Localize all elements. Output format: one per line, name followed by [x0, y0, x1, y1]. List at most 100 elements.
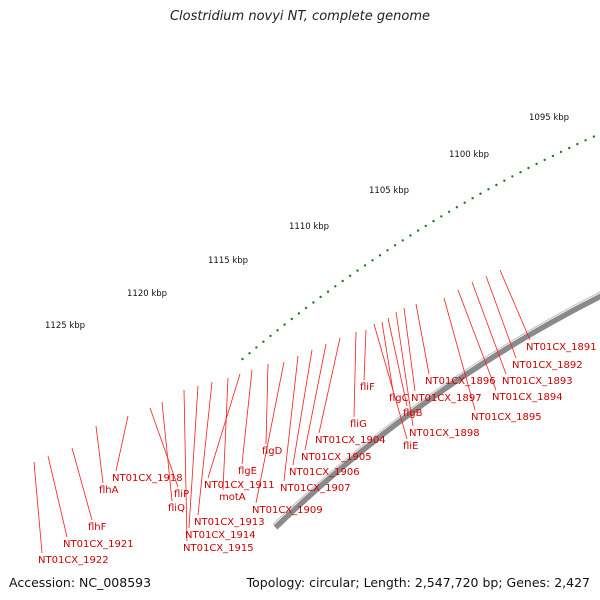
scale-dot: [393, 244, 397, 247]
label-leader-line: [161, 401, 173, 502]
scale-dot: [283, 323, 286, 326]
label-leader-line: [265, 363, 269, 445]
gene-label: NT01CX_1909: [252, 505, 323, 516]
label-leader-line: [381, 321, 394, 392]
scale-dot: [519, 171, 522, 174]
scale-dot: [584, 139, 587, 142]
scale-label: 1100 kbp: [449, 150, 489, 160]
scale-dot: [319, 295, 322, 299]
label-leader-line: [115, 415, 129, 472]
backbone-layer: [272, 291, 600, 530]
scale-label: 1125 kbp: [45, 321, 85, 331]
scale-dot: [356, 269, 359, 272]
gene-label: motA: [219, 492, 246, 503]
scale-dot: [440, 215, 443, 218]
scale-dot: [363, 264, 367, 267]
label-leader-line: [415, 303, 430, 375]
label-leader-line: [183, 389, 188, 542]
gene-label: NT01CX_1904: [315, 435, 386, 446]
gene-label: NT01CX_1913: [194, 517, 265, 528]
gene-label: flgE: [238, 466, 257, 477]
gene-label: NT01CX_1891: [526, 342, 597, 353]
label-leader-line: [222, 377, 229, 491]
scale-label: 1095 kbp: [529, 113, 569, 123]
label-leader-line: [443, 297, 476, 411]
gene-label: NT01CX_1892: [512, 360, 583, 371]
label-leader-line: [471, 281, 507, 375]
scale-dot: [455, 206, 459, 209]
scale-dot: [269, 334, 272, 338]
label-leader-line: [304, 343, 327, 451]
scale-dot: [568, 146, 571, 150]
gene-label: NT01CX_1918: [112, 473, 183, 484]
scale-dot: [304, 306, 308, 310]
gene-label: NT01CX_1921: [63, 539, 134, 550]
gene-label: NT01CX_1907: [280, 483, 351, 494]
gene-label: fliF: [360, 382, 375, 393]
label-leader-line: [387, 317, 408, 407]
scale-dot: [576, 142, 579, 146]
gene-label: NT01CX_1915: [183, 543, 254, 554]
scale-dot: [511, 175, 514, 178]
genome-stats-text: Topology: circular; Length: 2,547,720 bp…: [246, 575, 590, 590]
scale-dot: [255, 346, 258, 349]
label-leader-line: [95, 425, 104, 484]
label-leader-line: [283, 355, 299, 482]
gene-label: NT01CX_1914: [185, 530, 256, 541]
map-title: Clostridium novyi NT, complete genome: [169, 9, 431, 24]
scale-dot: [348, 274, 352, 277]
scale-dot: [409, 234, 412, 237]
scale-dot: [447, 210, 451, 213]
scale-dot: [487, 188, 490, 191]
accession-text: Accession: NC_008593: [9, 575, 152, 590]
scale-dot: [543, 158, 546, 162]
label-leader-line: [318, 337, 341, 434]
scale-dot: [334, 285, 337, 288]
backbone-highlight: [272, 291, 600, 526]
gene-label: NT01CX_1895: [471, 412, 542, 423]
gene-label: NT01CX_1893: [502, 376, 573, 387]
label-leader-line: [149, 407, 179, 488]
label-leader-line: [47, 455, 68, 538]
scale-dot: [471, 197, 474, 200]
scale-dot: [592, 135, 596, 138]
label-leader-line: [241, 369, 253, 465]
gene-label: NT01CX_1898: [409, 428, 480, 439]
label-leaders-layer: [33, 269, 531, 554]
scale-label: 1110 kbp: [289, 222, 329, 232]
gene-label: flgC: [389, 393, 409, 404]
label-leader-line: [33, 461, 43, 554]
scale-label: 1115 kbp: [208, 256, 248, 266]
gene-label: flhF: [88, 522, 107, 533]
label-leader-line: [363, 329, 367, 381]
scale-dot: [341, 279, 344, 283]
scale-label: 1105 kbp: [369, 186, 409, 196]
gene-label: NT01CX_1897: [411, 393, 482, 404]
scale-dot: [432, 219, 435, 223]
gene-label: NT01CX_1911: [204, 480, 275, 491]
scale-dot: [401, 239, 404, 242]
label-leader-line: [485, 275, 517, 359]
scale-dot: [424, 224, 427, 228]
label-leader-line: [457, 289, 497, 391]
label-leader-line: [71, 447, 93, 521]
gene-label: NT01CX_1906: [289, 467, 360, 478]
label-leader-line: [499, 269, 531, 341]
label-leader-line: [292, 349, 313, 466]
label-leader-line: [197, 381, 213, 516]
scale-dot: [326, 290, 330, 293]
scale-dot: [495, 183, 498, 187]
gene-label: NT01CX_1894: [492, 392, 563, 403]
backbone-ring: [273, 293, 600, 530]
label-leader-line: [207, 373, 241, 479]
scale-dot: [479, 192, 482, 195]
minor-ticks-layer: [241, 135, 596, 361]
gene-label: fliE: [403, 441, 418, 452]
scale-dot: [559, 150, 563, 154]
gene-label: flgD: [262, 446, 283, 457]
gene-label: flhA: [99, 485, 119, 496]
gene-label: NT01CX_1905: [301, 452, 372, 463]
scale-dot: [463, 201, 466, 204]
